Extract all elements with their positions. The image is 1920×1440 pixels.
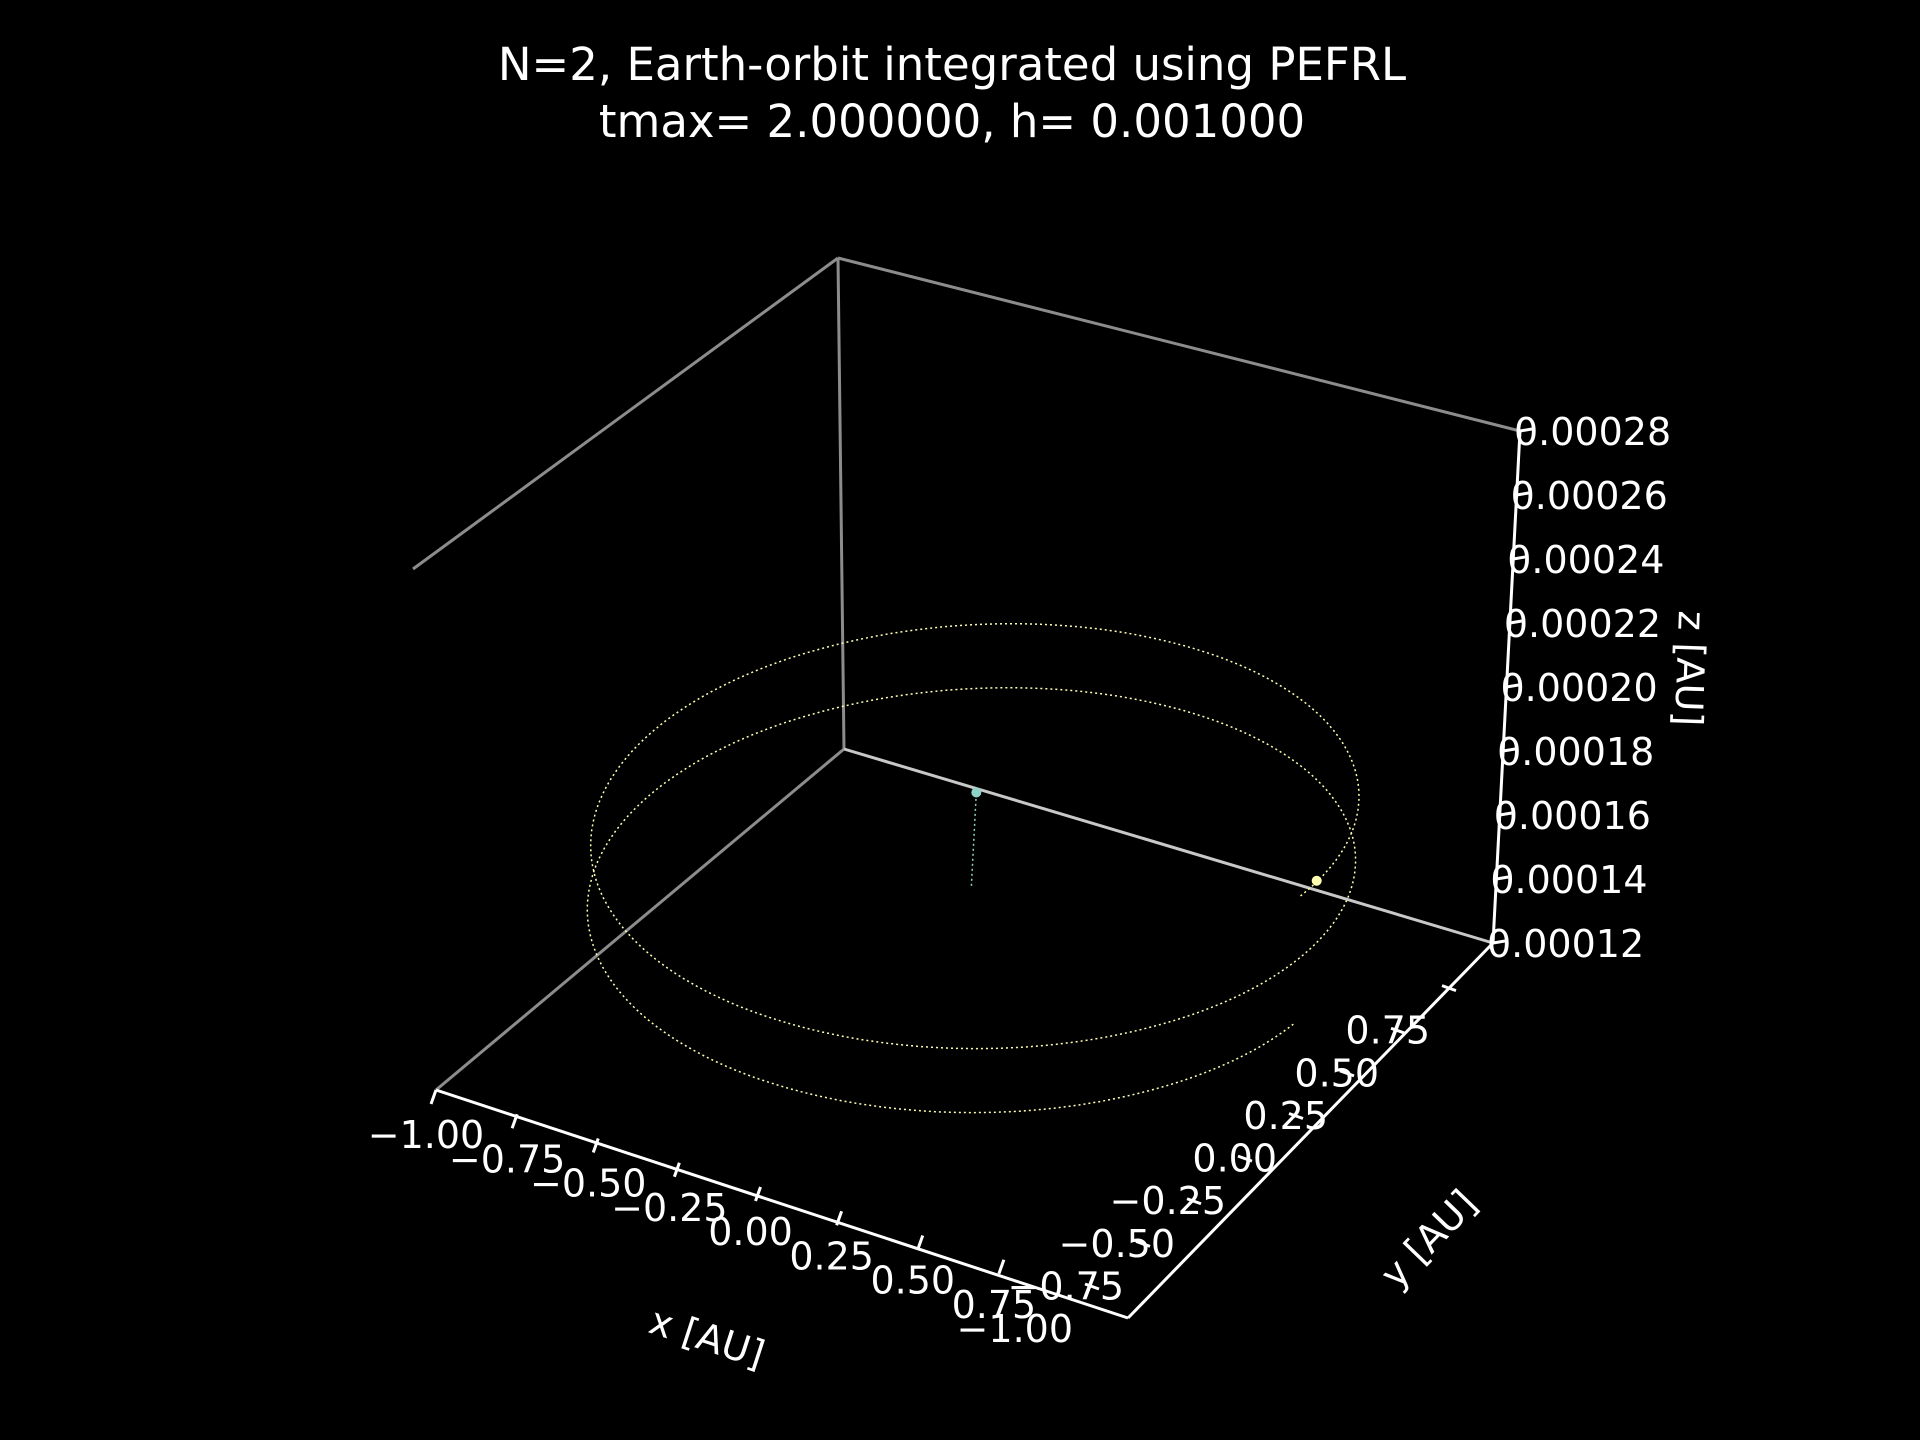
y-tick-label: 0.00	[1192, 1137, 1277, 1181]
z-tick-mark	[1492, 939, 1506, 945]
earth-marker	[1311, 875, 1322, 886]
y-tick-label: −0.25	[1110, 1179, 1226, 1223]
z-tick-mark	[1496, 875, 1509, 881]
x-axis-line	[435, 1088, 1129, 1320]
y-tick-mark	[1441, 984, 1457, 993]
pane-edge-back-left	[412, 256, 839, 571]
sun-marker	[971, 787, 982, 798]
chart-title-line-2: tmax= 2.000000, h= 0.001000	[599, 95, 1305, 148]
z-tick-mark	[1516, 491, 1529, 497]
y-tick-mark	[1084, 1282, 1100, 1291]
x-tick-mark	[997, 1259, 1006, 1275]
sun-trajectory	[970, 798, 977, 889]
tick-labels: −1.00−0.75−0.50−0.250.000.250.500.75−1.0…	[368, 410, 1671, 1351]
z-tick-label: 0.00014	[1490, 858, 1647, 902]
axes-box	[412, 256, 1521, 1092]
z-axis-label: z [AU]	[1666, 610, 1714, 727]
x-tick-label: −0.25	[611, 1186, 727, 1230]
pane-edge-back-right	[837, 256, 1521, 433]
x-tick-mark	[510, 1113, 519, 1129]
y-tick-label: −0.75	[1008, 1264, 1124, 1308]
y-tick-mark	[1288, 1112, 1304, 1120]
z-tick-mark	[1509, 619, 1523, 625]
z-tick-label: 0.00012	[1487, 922, 1644, 966]
z-tick-mark	[1499, 811, 1512, 817]
x-tick-label: 0.50	[870, 1259, 955, 1303]
y-axis-line	[1126, 941, 1495, 1320]
z-tick-mark	[1513, 555, 1526, 561]
x-tick-mark	[916, 1234, 925, 1251]
y-tick-mark	[1390, 1026, 1406, 1035]
z-tick-label: 0.00016	[1494, 794, 1651, 838]
z-tick-mark	[1519, 427, 1533, 433]
y-tick-mark	[1186, 1197, 1202, 1206]
pane-edge-back-vertical	[836, 257, 846, 750]
y-tick-label: 0.25	[1243, 1094, 1328, 1138]
pane-edge-floor-left	[435, 747, 845, 1092]
y-tick-mark	[1339, 1069, 1355, 1078]
x-tick-mark	[591, 1137, 600, 1154]
x-tick-label: −0.75	[449, 1137, 565, 1181]
y-tick-label: 0.50	[1294, 1051, 1379, 1095]
chart-title-line-1: N=2, Earth-orbit integrated using PEFRL	[498, 38, 1406, 91]
x-tick-mark	[429, 1089, 438, 1105]
x-tick-label: −0.50	[530, 1162, 646, 1206]
x-tick-mark	[672, 1162, 681, 1178]
z-tick-label: 0.00018	[1497, 730, 1654, 774]
y-tick-label: 0.75	[1345, 1009, 1430, 1053]
x-tick-label: 0.00	[708, 1210, 793, 1254]
x-tick-mark	[835, 1210, 844, 1226]
y-tick-mark	[1135, 1239, 1151, 1248]
x-tick-label: 0.75	[952, 1283, 1037, 1327]
body-markers	[971, 787, 1322, 886]
x-tick-label: 0.25	[789, 1234, 874, 1278]
z-tick-label: 0.00024	[1507, 538, 1664, 582]
y-axis-label: y [AU]	[1372, 1181, 1486, 1296]
z-tick-mark	[1502, 747, 1516, 753]
tick-marks	[429, 427, 1533, 1291]
y-tick-label: −0.50	[1059, 1222, 1175, 1266]
z-tick-label: 0.00022	[1504, 602, 1661, 646]
y-tick-mark	[1237, 1154, 1253, 1163]
z-tick-mark	[1506, 683, 1519, 689]
z-tick-label: 0.00020	[1501, 666, 1658, 710]
y-tick-label: −1.00	[957, 1307, 1073, 1351]
pane-edge-floor-right	[843, 747, 1494, 945]
z-tick-label: 0.00026	[1511, 474, 1668, 518]
x-tick-label: −1.00	[368, 1113, 484, 1157]
z-tick-label: 0.00028	[1514, 410, 1671, 454]
x-axis-label: x [AU]	[644, 1298, 770, 1376]
x-tick-mark	[754, 1186, 762, 1202]
